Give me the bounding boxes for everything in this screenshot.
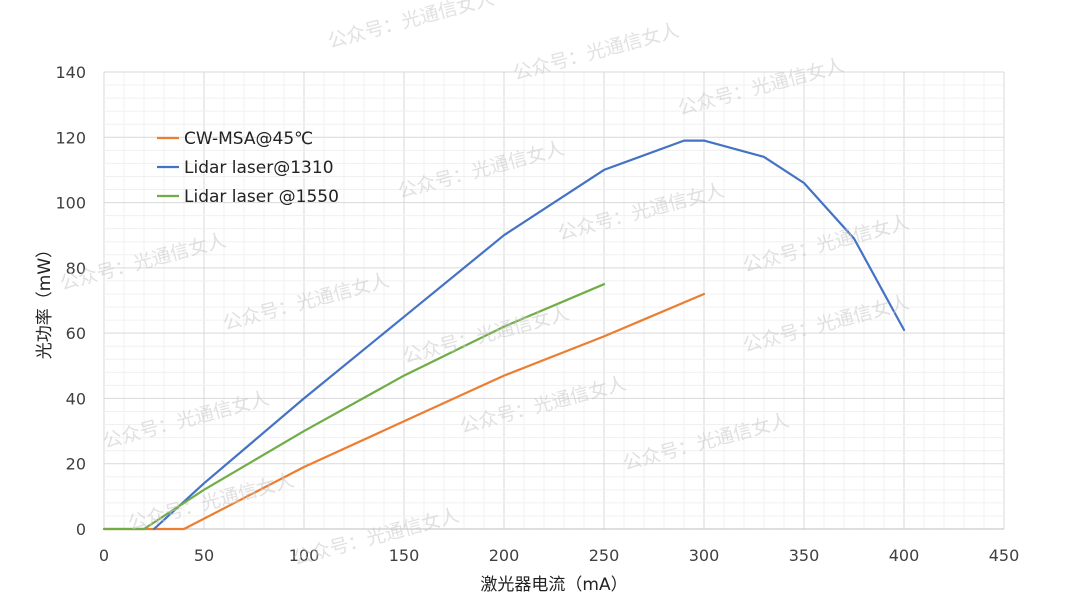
y-tick-label: 120 [55, 128, 86, 147]
series-line-2 [102, 283, 606, 531]
watermark-text: 公众号：光通信女人 [741, 211, 912, 277]
series-line-1 [152, 139, 906, 531]
series-line-0 [102, 292, 706, 531]
x-tick-label: 400 [889, 546, 920, 565]
x-tick-label: 150 [389, 546, 420, 565]
y-tick-label: 80 [66, 259, 86, 278]
watermark-text: 公众号：光通信女人 [326, 0, 497, 53]
watermark-text: 公众号：光通信女人 [401, 302, 572, 368]
y-tick-label: 140 [55, 63, 86, 82]
watermark-text: 公众号：光通信女人 [621, 409, 792, 475]
y-tick-label: 0 [76, 520, 86, 539]
watermark-text: 公众号：光通信女人 [396, 137, 567, 203]
y-tick-label: 60 [66, 324, 86, 343]
watermark-text: 公众号：光通信女人 [101, 387, 272, 453]
x-axis-title: 激光器电流（mA） [480, 575, 627, 595]
watermark-text: 公众号：光通信女人 [511, 19, 682, 85]
x-tick-label: 100 [289, 546, 320, 565]
y-axis-title: 光功率（mW） [35, 241, 55, 359]
watermark-text: 公众号：光通信女人 [221, 269, 392, 335]
x-tick-label: 300 [689, 546, 720, 565]
watermark-text: 公众号：光通信女人 [741, 291, 912, 357]
watermark-text: 公众号：光通信女人 [126, 469, 297, 535]
watermark-text: 公众号：光通信女人 [291, 504, 462, 570]
watermark-text: 公众号：光通信女人 [458, 372, 629, 438]
x-tick-label: 200 [489, 546, 520, 565]
x-tick-label: 350 [789, 546, 820, 565]
y-tick-label: 20 [66, 455, 86, 474]
legend: CW-MSA@45℃ Lidar laser@1310 Lidar laser @1… [157, 129, 339, 207]
legend-label-0: CW-MSA@45℃ [184, 129, 313, 149]
axes: 0 50 100 150 200 250 300 350 400 450 0 20 40 60 80 100 1… [55, 63, 1019, 565]
y-tick-label: 40 [66, 389, 86, 408]
series-lines [102, 139, 906, 531]
watermark-text: 公众号：光通信女人 [676, 54, 847, 120]
legend-label-1: Lidar laser@1310 [184, 158, 334, 178]
x-tick-label: 50 [194, 546, 214, 565]
x-tick-label: 250 [589, 546, 620, 565]
x-tick-label: 0 [99, 546, 109, 565]
y-tick-label: 100 [55, 194, 86, 213]
x-tick-label: 450 [989, 546, 1020, 565]
legend-label-2: Lidar laser @1550 [184, 187, 339, 207]
